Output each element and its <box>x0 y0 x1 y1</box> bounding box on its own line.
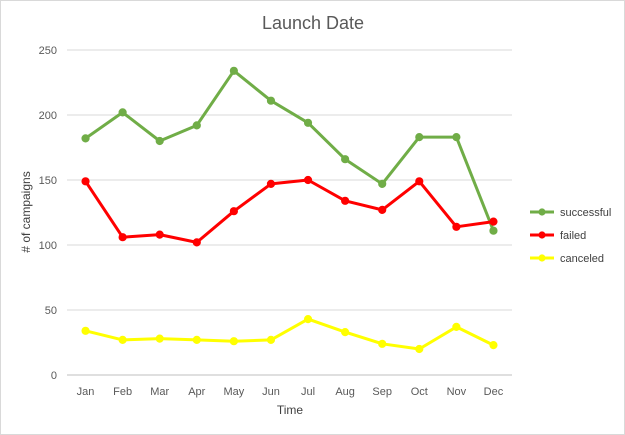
x-axis-tick-labels: Jan Feb Mar Apr May Jun Jul Aug Sep Oct Nov Dec <box>77 386 504 398</box>
legend-marker-canceled <box>538 254 546 262</box>
y-tick-label: 0 <box>51 370 57 382</box>
legend-marker-failed <box>538 231 546 239</box>
x-tick-label: Jun <box>262 386 280 398</box>
data-point-canceled <box>341 328 350 337</box>
data-point-canceled <box>378 339 387 348</box>
y-axis-title: # of campaigns <box>19 171 33 252</box>
series-lines <box>81 66 498 354</box>
x-tick-label: Oct <box>411 386 428 398</box>
data-point-successful <box>155 136 164 146</box>
y-tick-label: 50 <box>45 305 57 317</box>
series-failed <box>81 175 498 247</box>
data-point-failed <box>452 222 461 231</box>
data-point-successful <box>229 66 238 75</box>
x-tick-label: May <box>223 386 244 398</box>
data-point-successful <box>303 118 313 127</box>
x-tick-label: Aug <box>335 386 355 398</box>
data-point-canceled <box>229 337 238 346</box>
series-line-successful <box>84 69 495 233</box>
data-point-successful <box>266 96 276 105</box>
data-point-successful <box>415 133 424 142</box>
x-tick-label: Feb <box>113 386 132 398</box>
data-point-successful <box>341 155 350 164</box>
data-point-canceled <box>155 334 164 343</box>
series-canceled <box>81 315 498 354</box>
data-point-successful <box>192 121 201 130</box>
data-point-canceled <box>415 344 424 354</box>
data-point-successful <box>452 133 461 142</box>
legend-label-canceled: canceled <box>560 253 604 265</box>
x-tick-label: Sep <box>372 386 392 398</box>
y-tick-label: 200 <box>39 110 57 122</box>
x-tick-label: Nov <box>447 386 467 398</box>
data-point-failed <box>378 205 387 214</box>
x-tick-label: Dec <box>484 386 504 398</box>
legend-label-failed: failed <box>560 230 586 242</box>
data-point-failed <box>266 179 276 188</box>
data-point-canceled <box>489 341 498 350</box>
y-axis-tick-labels: 0 50 100 150 200 250 <box>39 45 57 382</box>
data-point-failed <box>229 207 238 216</box>
chart-title: Launch Date <box>262 13 364 33</box>
y-tick-label: 250 <box>39 45 57 57</box>
legend-marker-successful <box>538 208 546 216</box>
data-point-successful <box>489 226 498 235</box>
x-tick-label: Mar <box>150 386 169 398</box>
data-point-canceled <box>81 326 90 335</box>
series-successful <box>81 66 498 235</box>
data-point-canceled <box>452 322 461 331</box>
data-point-failed <box>489 217 498 226</box>
data-point-failed <box>415 177 424 186</box>
data-point-successful <box>378 179 387 188</box>
x-tick-label: Jul <box>301 386 315 398</box>
data-point-failed <box>81 177 90 186</box>
data-point-failed <box>118 233 127 242</box>
data-point-canceled <box>118 335 127 344</box>
data-point-successful <box>118 108 127 117</box>
gridlines <box>67 49 512 376</box>
data-point-failed <box>341 196 350 205</box>
data-point-canceled <box>192 335 201 344</box>
data-point-canceled <box>303 315 313 324</box>
data-point-failed <box>155 230 164 239</box>
x-tick-label: Apr <box>188 386 205 398</box>
x-axis-title: Time <box>277 403 304 417</box>
data-point-failed <box>192 238 201 247</box>
legend: successful failed canceled <box>530 207 611 265</box>
y-tick-label: 100 <box>39 240 57 252</box>
legend-label-successful: successful <box>560 207 611 219</box>
data-point-canceled <box>266 335 276 344</box>
series-line-canceled <box>84 317 495 351</box>
data-point-successful <box>81 134 90 143</box>
x-tick-label: Jan <box>77 386 95 398</box>
series-line-failed <box>84 178 495 244</box>
y-tick-label: 150 <box>39 175 57 187</box>
data-point-failed <box>303 175 313 185</box>
